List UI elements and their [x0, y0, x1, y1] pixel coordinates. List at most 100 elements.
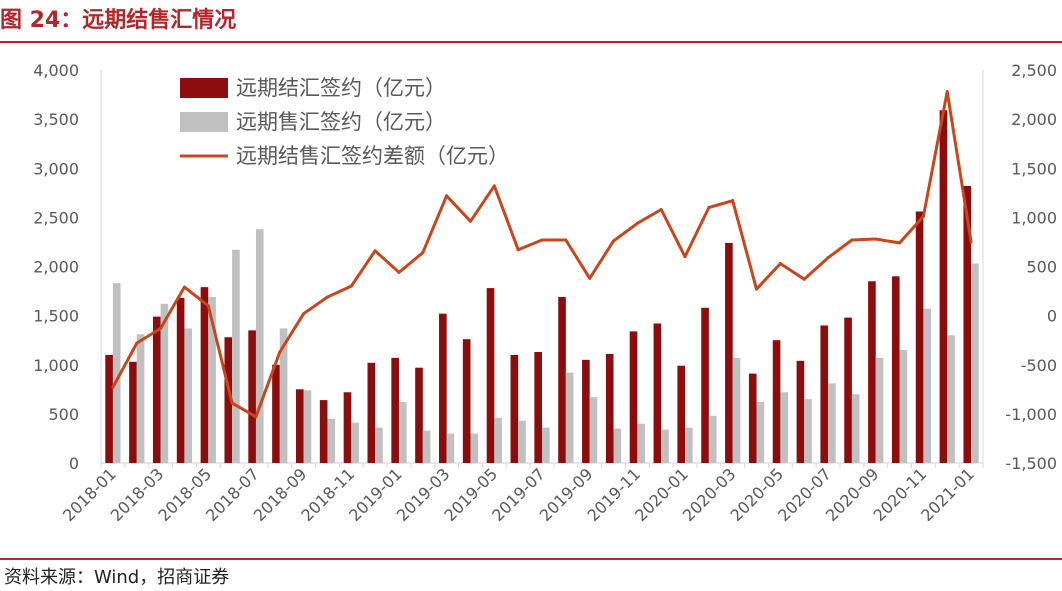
sales-bar	[398, 402, 407, 463]
sales-bar	[136, 334, 145, 463]
left-tick-label: 1,000	[33, 356, 79, 375]
settlement-bar	[868, 281, 876, 463]
left-tick-label: 4,000	[33, 61, 79, 80]
difference-point	[659, 208, 663, 212]
sales-bar	[208, 296, 216, 463]
x-axis: 2018-012018-032018-052018-072018-092018-…	[59, 462, 984, 525]
settlement-bar	[844, 317, 852, 463]
sales-bar	[375, 427, 383, 463]
settlement-bar	[248, 330, 256, 463]
difference-point	[111, 385, 115, 389]
settlement-bar	[629, 331, 638, 463]
settlement-bar	[558, 296, 566, 463]
title-divider	[0, 41, 1062, 43]
settlement-bar	[963, 185, 972, 463]
sales-bar	[589, 397, 598, 463]
source-divider	[0, 558, 1062, 560]
difference-point	[540, 238, 544, 242]
sales-bar	[422, 430, 431, 463]
settlement-bar	[462, 339, 471, 463]
difference-point	[850, 238, 854, 242]
settlement-bar	[272, 364, 280, 463]
bar-series-group	[105, 110, 979, 463]
x-tick-label: 2021-01	[917, 464, 978, 525]
difference-point	[564, 238, 568, 242]
difference-point	[230, 401, 234, 405]
difference-point	[421, 251, 425, 255]
sales-bar	[804, 399, 812, 463]
settlement-bar	[725, 242, 733, 463]
difference-point	[707, 206, 711, 210]
difference-point	[325, 295, 329, 299]
sales-bar	[255, 229, 264, 463]
difference-point	[135, 341, 139, 345]
legend-label: 远期售汇签约（亿元）	[236, 110, 446, 134]
settlement-bar	[343, 392, 352, 463]
left-tick-label: 1,500	[33, 307, 79, 326]
legend-label: 远期结售汇签约差额（亿元）	[236, 144, 509, 168]
difference-point	[826, 256, 830, 260]
settlement-bar	[510, 354, 519, 463]
sales-bar	[828, 383, 836, 463]
figure-title: 图 24：远期结售汇情况	[0, 8, 237, 33]
sales-bar	[279, 328, 288, 463]
sales-bar	[184, 328, 193, 463]
difference-point	[492, 184, 496, 188]
sales-bar	[446, 433, 455, 463]
legend-swatch-sales	[180, 112, 228, 132]
sales-bar	[565, 372, 574, 463]
difference-point	[278, 350, 282, 354]
chart-legend: 远期结汇签约（亿元） 远期售汇签约（亿元） 远期结售汇签约差额（亿元）	[180, 76, 509, 168]
difference-point	[683, 255, 687, 259]
settlement-bar	[939, 110, 948, 463]
sales-bar	[160, 303, 169, 463]
right-tick-label: -1,000	[1005, 405, 1057, 424]
sales-bar	[303, 390, 312, 463]
right-tick-label: 2,500	[1011, 61, 1057, 80]
settlement-bar	[176, 297, 185, 463]
difference-point	[969, 240, 973, 244]
sales-bar	[756, 402, 765, 463]
right-tick-label: -500	[1021, 356, 1057, 375]
settlement-bar	[605, 353, 614, 463]
left-tick-label: 2,500	[33, 208, 79, 227]
sales-bar	[732, 357, 741, 463]
settlement-bar	[415, 367, 423, 463]
sales-bar	[685, 427, 693, 463]
difference-point	[588, 276, 592, 280]
difference-point	[445, 194, 449, 198]
left-tick-label: 500	[48, 405, 79, 424]
settlement-bar	[701, 307, 709, 463]
settlement-bar	[486, 288, 495, 463]
left-y-axis: 0 500 1,000 1,500 2,000 2,500 3,000 3,500 4,000	[33, 61, 102, 473]
difference-point	[182, 285, 186, 289]
difference-point	[898, 241, 902, 245]
right-tick-label: 500	[1026, 258, 1057, 277]
sales-bar	[899, 350, 908, 463]
sales-bar	[637, 423, 645, 463]
right-tick-label: 2,000	[1011, 110, 1057, 129]
sales-bar	[232, 249, 240, 463]
settlement-bar	[915, 211, 924, 463]
difference-point	[945, 90, 949, 94]
sales-bar	[947, 335, 955, 463]
difference-point	[635, 221, 639, 225]
right-tick-label: -1,500	[1005, 454, 1057, 473]
settlement-bar	[224, 337, 233, 463]
settlement-bar	[129, 361, 137, 463]
settlement-bar	[391, 357, 399, 463]
difference-point	[302, 312, 306, 316]
settlement-bar	[796, 360, 805, 463]
difference-point	[755, 287, 759, 291]
left-tick-label: 2,000	[33, 258, 79, 277]
settlement-bar	[439, 313, 447, 463]
legend-label: 远期结汇签约（亿元）	[236, 76, 446, 100]
difference-point	[373, 249, 377, 253]
settlement-bar	[105, 354, 113, 463]
source-note: 资料来源：Wind，招商证券	[4, 567, 230, 588]
right-tick-label: 1,000	[1011, 208, 1057, 227]
difference-point	[802, 277, 806, 281]
sales-bar	[971, 263, 979, 463]
left-tick-label: 3,500	[33, 110, 79, 129]
